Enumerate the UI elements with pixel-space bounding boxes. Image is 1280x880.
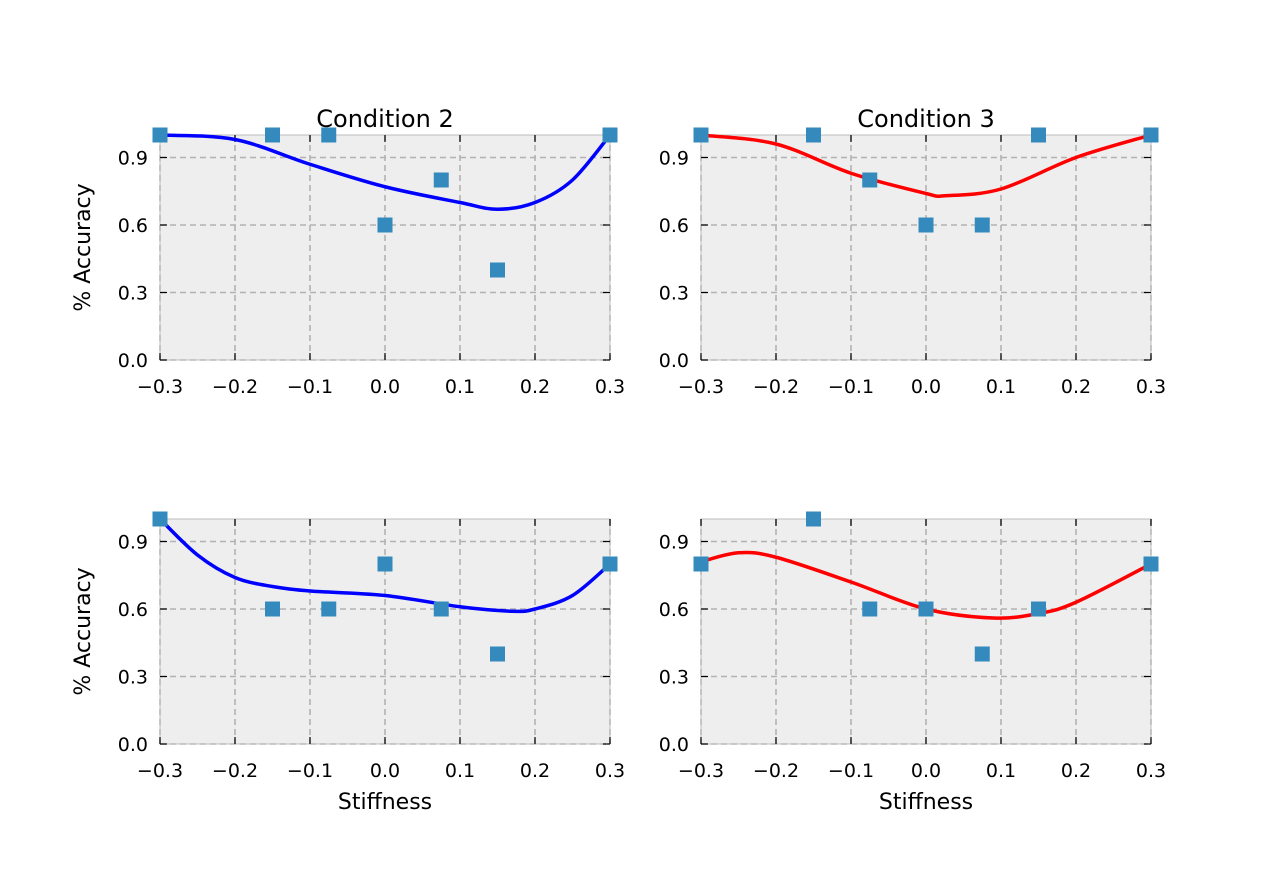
fit-curve	[158, 517, 612, 614]
y-tick-label: 0.3	[659, 667, 689, 689]
data-point	[862, 601, 878, 617]
x-tick-label: 0.0	[370, 376, 400, 398]
x-tick-label: 0.1	[986, 760, 1016, 782]
y-tick-label: 0.3	[118, 283, 148, 305]
y-tick-label: 0.0	[118, 734, 148, 756]
y-tick-label: 0.3	[659, 283, 689, 305]
data-point	[693, 556, 709, 572]
data-point	[806, 511, 821, 527]
data-point	[321, 127, 337, 143]
chart-panel-2: −0.3 −0.2 −0.1 0.0 0.1 0.2 0.3 0.0 0.3 0.6 0.9 Cond…	[659, 105, 1166, 398]
x-tick-label: 0.1	[445, 376, 475, 398]
x-tick-label: −0.3	[678, 376, 724, 398]
y-tick-label: 0.3	[118, 667, 148, 689]
data-point	[265, 601, 280, 617]
x-tick-label: −0.1	[287, 760, 333, 782]
x-axis-title: Stiffness	[338, 790, 432, 815]
x-axis-title: Stiffness	[879, 790, 973, 815]
y-tick-label: 0.6	[659, 215, 689, 237]
data-point	[433, 601, 449, 617]
y-axis-title: % Accuracy	[71, 567, 96, 695]
data-point	[918, 601, 934, 617]
x-tick-label: 0.3	[595, 760, 625, 782]
fit-curve	[159, 133, 612, 212]
data-layer	[693, 511, 1159, 662]
data-point	[1031, 601, 1046, 617]
x-tick-label: 0.2	[520, 760, 550, 782]
x-tick-label: −0.1	[828, 760, 874, 782]
x-tick-label: 0.1	[986, 376, 1016, 398]
x-tick-label: 0.1	[445, 760, 475, 782]
data-point	[693, 127, 709, 143]
x-tick-label: 0.2	[1061, 760, 1091, 782]
data-point	[377, 217, 393, 233]
data-point	[265, 127, 280, 143]
chart-panel-4: −0.3 −0.2 −0.1 0.0 0.1 0.2 0.3 0.0 0.3 0.6 0.9 Stif…	[659, 511, 1166, 815]
data-point	[1143, 127, 1159, 143]
x-tick-label: 0.0	[911, 376, 941, 398]
x-tick-label: −0.2	[212, 760, 258, 782]
data-point	[152, 127, 168, 143]
x-tick-label: −0.3	[137, 760, 183, 782]
x-tick-label: −0.3	[678, 760, 724, 782]
y-tick-label: 0.9	[659, 532, 689, 554]
data-point	[602, 127, 618, 143]
data-point	[862, 172, 878, 188]
data-point	[974, 217, 990, 233]
y-tick-label: 0.6	[118, 215, 148, 237]
data-layer	[693, 127, 1159, 233]
x-tick-label: 0.0	[370, 760, 400, 782]
data-point	[433, 172, 449, 188]
x-tick-label: −0.2	[212, 376, 258, 398]
x-tick-label: −0.2	[753, 376, 799, 398]
x-tick-label: −0.3	[137, 376, 183, 398]
panel-title: Condition 3	[857, 105, 994, 133]
data-point	[490, 646, 505, 662]
x-tick-label: 0.2	[520, 376, 550, 398]
y-tick-label: 0.0	[659, 350, 689, 372]
x-tick-label: 0.3	[1136, 760, 1166, 782]
y-tick-label: 0.9	[659, 148, 689, 170]
panel-title: Condition 2	[316, 105, 453, 133]
x-tick-label: −0.1	[287, 376, 333, 398]
y-axis-title: % Accuracy	[71, 183, 96, 311]
data-point	[918, 217, 934, 233]
data-point	[602, 556, 618, 572]
data-point	[321, 601, 337, 617]
x-tick-label: 0.3	[1136, 376, 1166, 398]
y-tick-label: 0.6	[659, 599, 689, 621]
x-tick-label: 0.3	[595, 376, 625, 398]
fit-curve	[700, 133, 1152, 199]
data-point	[1031, 127, 1046, 143]
y-tick-label: 0.0	[659, 734, 689, 756]
y-tick-label: 0.0	[118, 350, 148, 372]
data-layer	[152, 511, 618, 662]
y-tick-label: 0.9	[118, 148, 148, 170]
y-tick-label: 0.9	[118, 532, 148, 554]
data-point	[806, 127, 821, 143]
x-tick-label: 0.2	[1061, 376, 1091, 398]
data-point	[490, 262, 505, 278]
x-tick-label: −0.1	[828, 376, 874, 398]
data-layer	[152, 127, 618, 278]
x-tick-label: 0.0	[911, 760, 941, 782]
data-point	[1143, 556, 1159, 572]
data-point	[377, 556, 393, 572]
y-tick-label: 0.6	[118, 599, 148, 621]
chart-panel-3: −0.3 −0.2 −0.1 0.0 0.1 0.2 0.3 0.0 0.3 0.6 0.9 Stif…	[71, 511, 625, 815]
data-point	[974, 646, 990, 662]
data-point	[152, 511, 168, 527]
x-tick-label: −0.2	[753, 760, 799, 782]
chart-panel-1: −0.3 −0.2 −0.1 0.0 0.1 0.2 0.3 0.0 0.3 0.6 0.9 Cond…	[71, 105, 625, 398]
